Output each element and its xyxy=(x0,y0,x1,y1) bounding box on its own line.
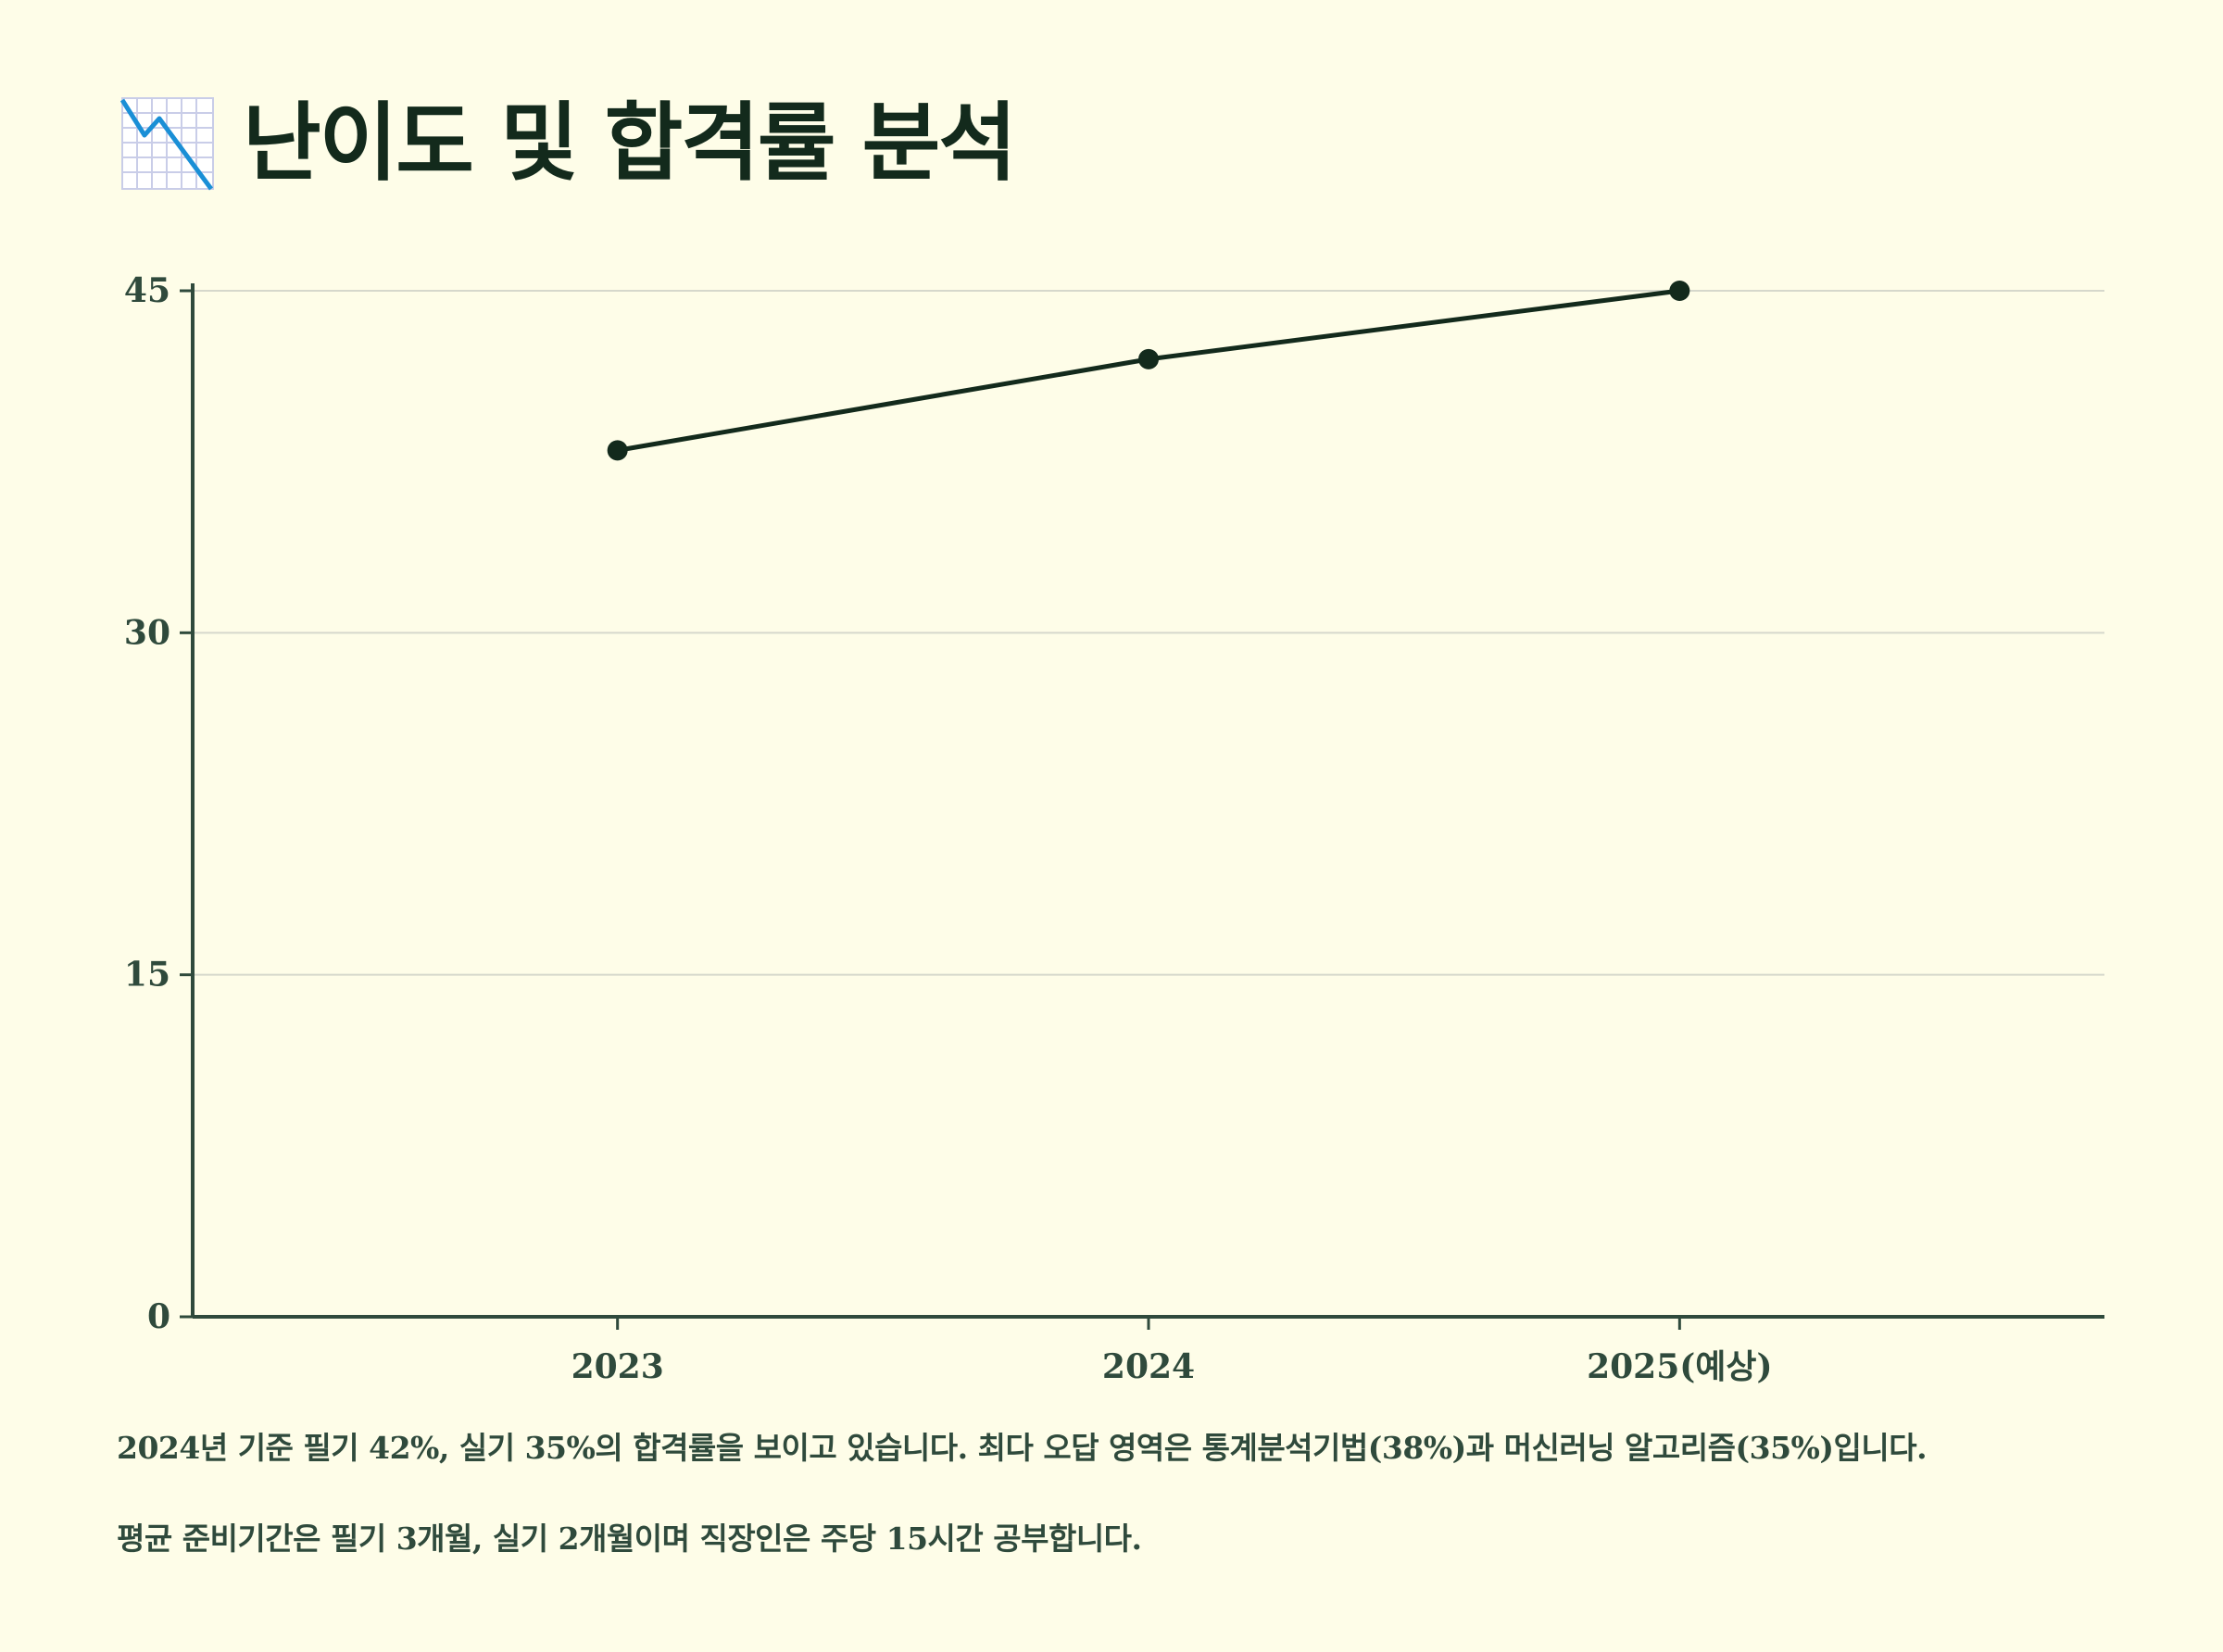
y-tick-label: 0 xyxy=(147,1297,170,1336)
description-line-2: 평균 준비기간은 필기 3개월, 실기 2개월이며 직장인은 주당 15시간 공… xyxy=(117,1521,1142,1557)
page-title: 난이도 및 합격률 분석 xyxy=(243,94,1017,193)
x-tick-label: 2025(예상) xyxy=(1587,1347,1773,1386)
data-point xyxy=(1138,348,1159,369)
page-header: 난이도 및 합격률 분석 xyxy=(120,93,1017,194)
data-point xyxy=(1669,281,1690,301)
description-line-1: 2024년 기준 필기 42%, 실기 35%의 합격률을 보이고 있습니다. … xyxy=(117,1430,1928,1466)
y-tick-label: 45 xyxy=(124,271,170,310)
series-line xyxy=(617,288,1680,453)
data-point xyxy=(607,440,628,461)
y-tick-label: 30 xyxy=(124,613,170,652)
x-tick-label: 2023 xyxy=(571,1347,664,1386)
y-tick-label: 15 xyxy=(124,956,170,995)
x-tick-label: 2024 xyxy=(1102,1347,1195,1386)
chart-decreasing-icon xyxy=(120,97,214,191)
